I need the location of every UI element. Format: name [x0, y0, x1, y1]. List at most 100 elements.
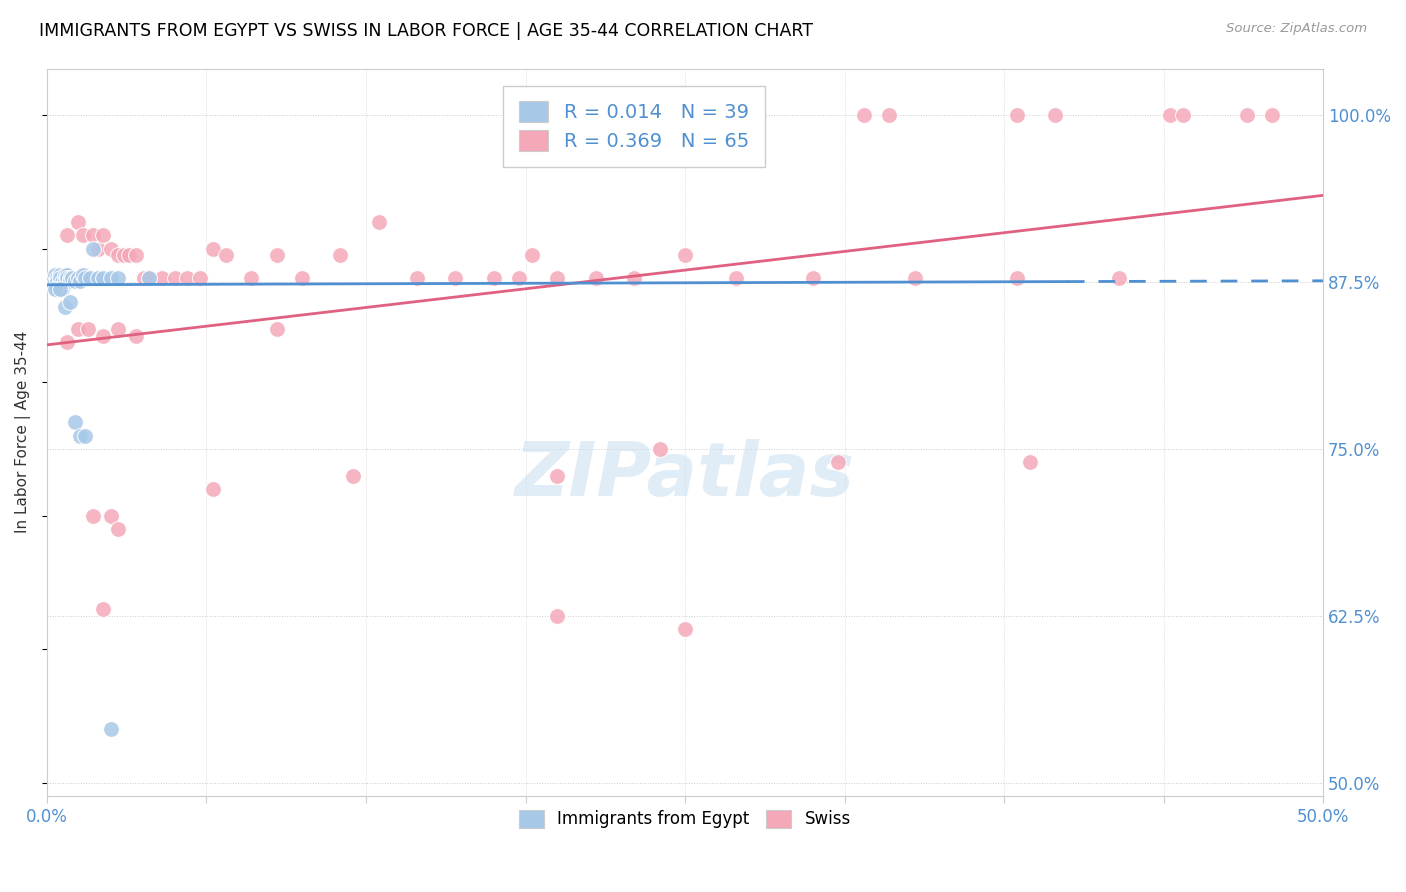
Point: [125, 328, 148, 343]
Point: [1159, 108, 1181, 122]
Point: [41, 275, 63, 289]
Point: [163, 271, 186, 285]
Point: [623, 271, 645, 285]
Point: [48, 282, 70, 296]
Point: [546, 271, 568, 285]
Point: [1236, 108, 1258, 122]
Point: [852, 108, 875, 122]
Point: [66, 215, 89, 229]
Text: IMMIGRANTS FROM EGYPT VS SWISS IN LABOR FORCE | AGE 35-44 CORRELATION CHART: IMMIGRANTS FROM EGYPT VS SWISS IN LABOR …: [39, 22, 813, 40]
Point: [201, 482, 224, 496]
Point: [176, 271, 198, 285]
Point: [546, 608, 568, 623]
Point: [69, 274, 91, 288]
Point: [112, 248, 135, 262]
Point: [46, 282, 69, 296]
Point: [214, 248, 236, 262]
Point: [673, 622, 696, 636]
Point: [520, 248, 543, 262]
Point: [69, 428, 91, 442]
Point: [100, 723, 122, 737]
Point: [62, 271, 84, 285]
Point: [648, 442, 671, 456]
Point: [100, 271, 122, 285]
Point: [75, 428, 97, 442]
Point: [585, 108, 607, 122]
Point: [904, 271, 927, 285]
Point: [1018, 455, 1040, 469]
Point: [48, 268, 70, 283]
Point: [66, 322, 89, 336]
Point: [44, 282, 66, 296]
Point: [291, 271, 314, 285]
Point: [91, 271, 114, 285]
Point: [72, 228, 94, 243]
Point: [585, 271, 607, 285]
Point: [623, 108, 645, 122]
Point: [87, 271, 110, 285]
Point: [100, 508, 122, 523]
Point: [44, 268, 66, 283]
Point: [1005, 108, 1028, 122]
Point: [598, 108, 620, 122]
Point: [725, 108, 748, 122]
Point: [801, 271, 824, 285]
Point: [51, 282, 73, 296]
Point: [72, 268, 94, 283]
Point: [48, 271, 70, 285]
Point: [75, 271, 97, 285]
Legend: Immigrants from Egypt, Swiss: Immigrants from Egypt, Swiss: [512, 803, 858, 835]
Point: [53, 274, 76, 288]
Point: [44, 275, 66, 289]
Point: [63, 274, 86, 288]
Point: [82, 508, 104, 523]
Point: [63, 415, 86, 429]
Point: [138, 271, 160, 285]
Point: [46, 275, 69, 289]
Point: [82, 228, 104, 243]
Point: [827, 455, 849, 469]
Point: [100, 242, 122, 256]
Point: [725, 271, 748, 285]
Point: [56, 268, 79, 283]
Point: [482, 271, 505, 285]
Text: ZIPatlas: ZIPatlas: [515, 440, 855, 513]
Point: [1005, 271, 1028, 285]
Point: [46, 271, 69, 285]
Point: [1261, 108, 1284, 122]
Point: [91, 602, 114, 616]
Text: Source: ZipAtlas.com: Source: ZipAtlas.com: [1226, 22, 1367, 36]
Point: [508, 271, 530, 285]
Point: [56, 271, 79, 285]
Point: [53, 268, 76, 283]
Point: [150, 271, 173, 285]
Point: [48, 275, 70, 289]
Point: [46, 271, 69, 285]
Point: [107, 522, 129, 536]
Point: [266, 322, 288, 336]
Point: [107, 248, 129, 262]
Point: [711, 108, 734, 122]
Y-axis label: In Labor Force | Age 35-44: In Labor Force | Age 35-44: [15, 331, 31, 533]
Point: [51, 275, 73, 289]
Point: [240, 271, 263, 285]
Point: [201, 242, 224, 256]
Point: [56, 228, 79, 243]
Point: [877, 108, 900, 122]
Point: [648, 108, 671, 122]
Point: [91, 228, 114, 243]
Point: [53, 301, 76, 315]
Point: [367, 215, 389, 229]
Point: [59, 271, 82, 285]
Point: [188, 271, 211, 285]
Point: [673, 248, 696, 262]
Point: [125, 248, 148, 262]
Point: [266, 248, 288, 262]
Point: [48, 282, 70, 296]
Point: [59, 295, 82, 310]
Point: [107, 271, 129, 285]
Point: [329, 248, 352, 262]
Point: [79, 271, 101, 285]
Point: [1108, 271, 1130, 285]
Point: [59, 274, 82, 288]
